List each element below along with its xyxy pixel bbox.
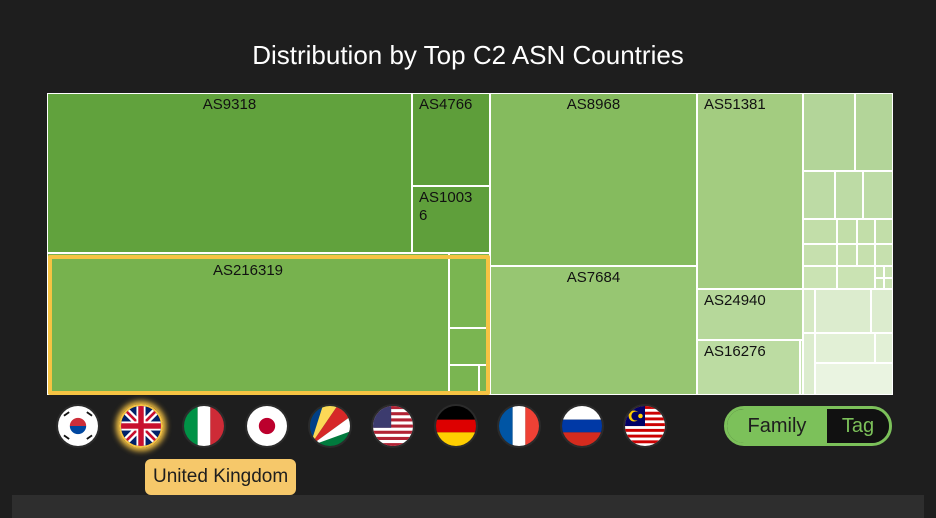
flag-united-kingdom-icon[interactable] — [119, 404, 163, 448]
tile-label: AS24940 — [704, 292, 766, 309]
tile-small[interactable] — [837, 244, 857, 266]
tile-as16276[interactable]: AS16276 — [697, 340, 800, 395]
tile-label: AS16276 — [704, 343, 766, 360]
tile-label: AS216319 — [212, 262, 284, 279]
tile-small[interactable] — [803, 333, 815, 395]
tile-small[interactable] — [803, 171, 835, 219]
family-tag-toggle[interactable]: Family Tag — [724, 406, 892, 446]
tile-small[interactable] — [815, 333, 875, 363]
flag-south-korea-icon[interactable] — [56, 404, 100, 448]
tile-as4766[interactable]: AS4766 — [412, 93, 490, 186]
tile-small[interactable] — [479, 365, 490, 395]
flag-malaysia-icon[interactable] — [623, 404, 667, 448]
tile-small[interactable] — [815, 363, 893, 395]
tile-as24940[interactable]: AS24940 — [697, 289, 803, 340]
tile-small[interactable] — [800, 340, 803, 395]
tile-small[interactable] — [835, 171, 863, 219]
tile-as10036[interactable]: AS10036 — [412, 186, 490, 253]
tile-small[interactable] — [803, 244, 837, 266]
tile-small[interactable] — [875, 266, 884, 278]
tile-as7684[interactable]: AS7684 — [490, 266, 697, 395]
tile-small[interactable] — [803, 219, 837, 244]
tile-label: AS4766 — [419, 96, 473, 113]
tile-small[interactable] — [449, 365, 479, 395]
tile-small[interactable] — [875, 219, 893, 244]
chart-title: Distribution by Top C2 ASN Countries — [252, 40, 684, 70]
flag-seychelles-icon[interactable] — [308, 404, 352, 448]
tile-small[interactable] — [875, 244, 893, 266]
tile-small[interactable] — [449, 328, 490, 365]
tile-label: AS8968 — [566, 96, 621, 113]
flag-russia-icon[interactable] — [560, 404, 604, 448]
tile-small[interactable] — [875, 278, 884, 289]
tile-small[interactable] — [803, 266, 837, 289]
flag-germany-icon[interactable] — [434, 404, 478, 448]
tile-label: AS7684 — [566, 269, 621, 286]
tile-label: AS51381 — [704, 96, 766, 113]
tile-small[interactable] — [871, 289, 893, 333]
tile-small[interactable] — [857, 219, 875, 244]
tile-as51381[interactable]: AS51381 — [697, 93, 803, 289]
tile-small[interactable] — [884, 278, 893, 289]
tile-small[interactable] — [837, 219, 857, 244]
tile-small[interactable] — [884, 266, 893, 278]
tile-small[interactable] — [875, 333, 893, 363]
tile-as8968[interactable]: AS8968 — [490, 93, 697, 266]
flag-united-states-icon[interactable] — [371, 404, 415, 448]
tile-as9318[interactable]: AS9318 — [47, 93, 412, 253]
tile-as216319[interactable]: AS216319 — [47, 253, 449, 395]
flag-italy-icon[interactable] — [182, 404, 226, 448]
tile-label: AS10036 — [419, 189, 473, 224]
tile-small[interactable] — [863, 171, 893, 219]
country-tooltip: United Kingdom — [145, 459, 297, 495]
tile-small[interactable] — [803, 93, 855, 171]
flag-japan-icon[interactable] — [245, 404, 289, 448]
flag-france-icon[interactable] — [497, 404, 541, 448]
bottom-panel — [12, 495, 924, 518]
tile-small[interactable] — [857, 244, 875, 266]
treemap-chart: AS9318 AS4766 AS10036 AS216319 AS8968 AS… — [47, 93, 893, 395]
tile-small[interactable] — [803, 289, 815, 333]
tile-small[interactable] — [855, 93, 893, 171]
tile-small[interactable] — [837, 266, 875, 289]
toggle-family-option[interactable]: Family — [727, 409, 827, 443]
tile-label: AS9318 — [202, 96, 257, 113]
tile-small[interactable] — [449, 253, 490, 328]
tile-small[interactable] — [815, 289, 871, 333]
toggle-tag-option[interactable]: Tag — [827, 409, 889, 443]
